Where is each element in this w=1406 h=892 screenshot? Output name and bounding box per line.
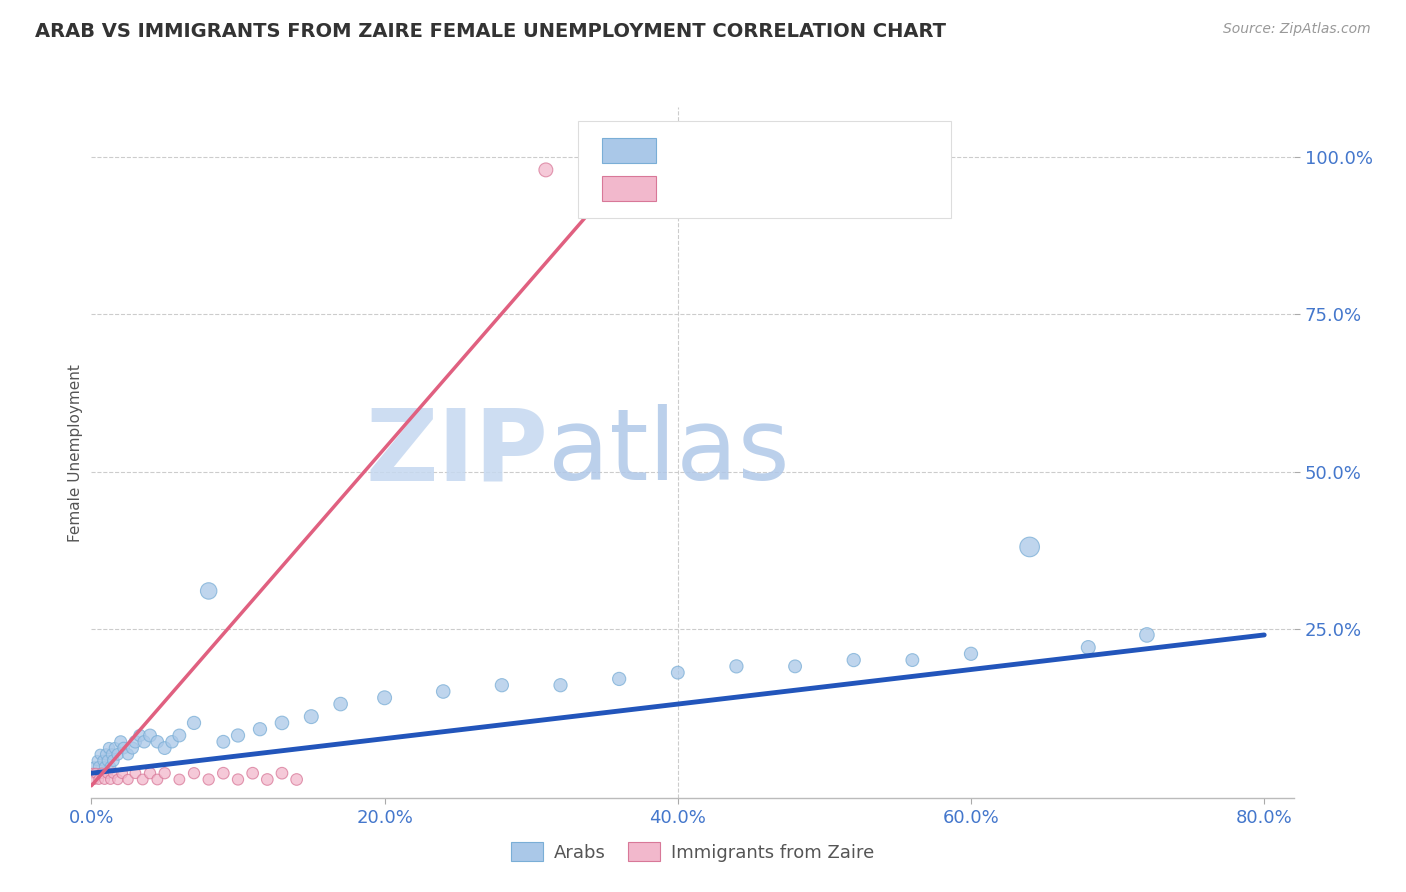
Point — [134, 735, 156, 749]
Point — [271, 715, 294, 730]
Text: ARAB VS IMMIGRANTS FROM ZAIRE FEMALE UNEMPLOYMENT CORRELATION CHART: ARAB VS IMMIGRANTS FROM ZAIRE FEMALE UNE… — [35, 22, 946, 41]
Point — [131, 772, 153, 787]
Point — [242, 766, 264, 780]
Point — [111, 766, 134, 780]
Point — [100, 760, 122, 774]
Point — [1136, 628, 1159, 642]
Point — [84, 766, 107, 780]
Point — [285, 772, 308, 787]
Point — [607, 672, 630, 686]
Point — [226, 729, 249, 743]
Text: R = 0.533   N = 50: R = 0.533 N = 50 — [672, 142, 856, 160]
Point — [124, 735, 146, 749]
Point — [271, 766, 294, 780]
Point — [842, 653, 865, 667]
Point — [100, 772, 122, 787]
Point — [169, 729, 191, 743]
Point — [94, 747, 117, 762]
Bar — [602, 177, 657, 201]
Point — [101, 747, 124, 762]
Point — [160, 735, 183, 749]
Point — [256, 772, 278, 787]
Point — [183, 766, 205, 780]
Point — [491, 678, 513, 692]
Point — [90, 766, 112, 780]
Point — [153, 766, 176, 780]
Point — [104, 741, 127, 756]
Point — [153, 741, 176, 756]
Point — [725, 659, 748, 673]
Text: R = 0.957   N = 27: R = 0.957 N = 27 — [672, 179, 856, 198]
Point — [107, 772, 129, 787]
Point — [96, 754, 118, 768]
Point — [139, 729, 162, 743]
Point — [212, 735, 235, 749]
Point — [107, 747, 129, 762]
Point — [128, 729, 150, 743]
FancyBboxPatch shape — [578, 120, 950, 218]
Point — [666, 665, 689, 680]
Point — [249, 723, 271, 737]
Point — [374, 690, 396, 705]
Point — [1077, 640, 1099, 655]
Point — [183, 715, 205, 730]
Point — [197, 772, 219, 787]
Point — [432, 684, 454, 698]
Point — [550, 678, 572, 692]
Y-axis label: Female Unemployment: Female Unemployment — [67, 364, 83, 541]
Point — [96, 766, 118, 780]
Point — [299, 709, 322, 723]
Point — [91, 754, 114, 768]
Point — [1018, 540, 1040, 554]
Point — [87, 772, 110, 787]
Text: Source: ZipAtlas.com: Source: ZipAtlas.com — [1223, 22, 1371, 37]
Point — [197, 583, 219, 598]
Point — [84, 766, 107, 780]
Point — [103, 754, 125, 768]
Legend: Arabs, Immigrants from Zaire: Arabs, Immigrants from Zaire — [503, 835, 882, 869]
Point — [329, 697, 352, 711]
Point — [83, 772, 105, 787]
Point — [103, 766, 125, 780]
Point — [110, 735, 132, 749]
Point — [534, 162, 557, 177]
Point — [124, 766, 146, 780]
Point — [783, 659, 806, 673]
Point — [83, 760, 105, 774]
Point — [212, 766, 235, 780]
Point — [87, 760, 110, 774]
Point — [226, 772, 249, 787]
Bar — [602, 138, 657, 163]
Point — [93, 760, 115, 774]
Point — [146, 772, 169, 787]
Point — [89, 747, 111, 762]
Point — [139, 766, 162, 780]
Text: atlas: atlas — [548, 404, 790, 501]
Point — [93, 772, 115, 787]
Point — [169, 772, 191, 787]
Point — [117, 772, 139, 787]
Point — [117, 747, 139, 762]
Point — [146, 735, 169, 749]
Point — [112, 741, 135, 756]
Point — [121, 741, 143, 756]
Point — [86, 754, 108, 768]
Text: ZIP: ZIP — [366, 404, 548, 501]
Point — [82, 766, 104, 780]
Point — [90, 766, 112, 780]
Point — [960, 647, 983, 661]
Point — [901, 653, 924, 667]
Point — [98, 741, 121, 756]
